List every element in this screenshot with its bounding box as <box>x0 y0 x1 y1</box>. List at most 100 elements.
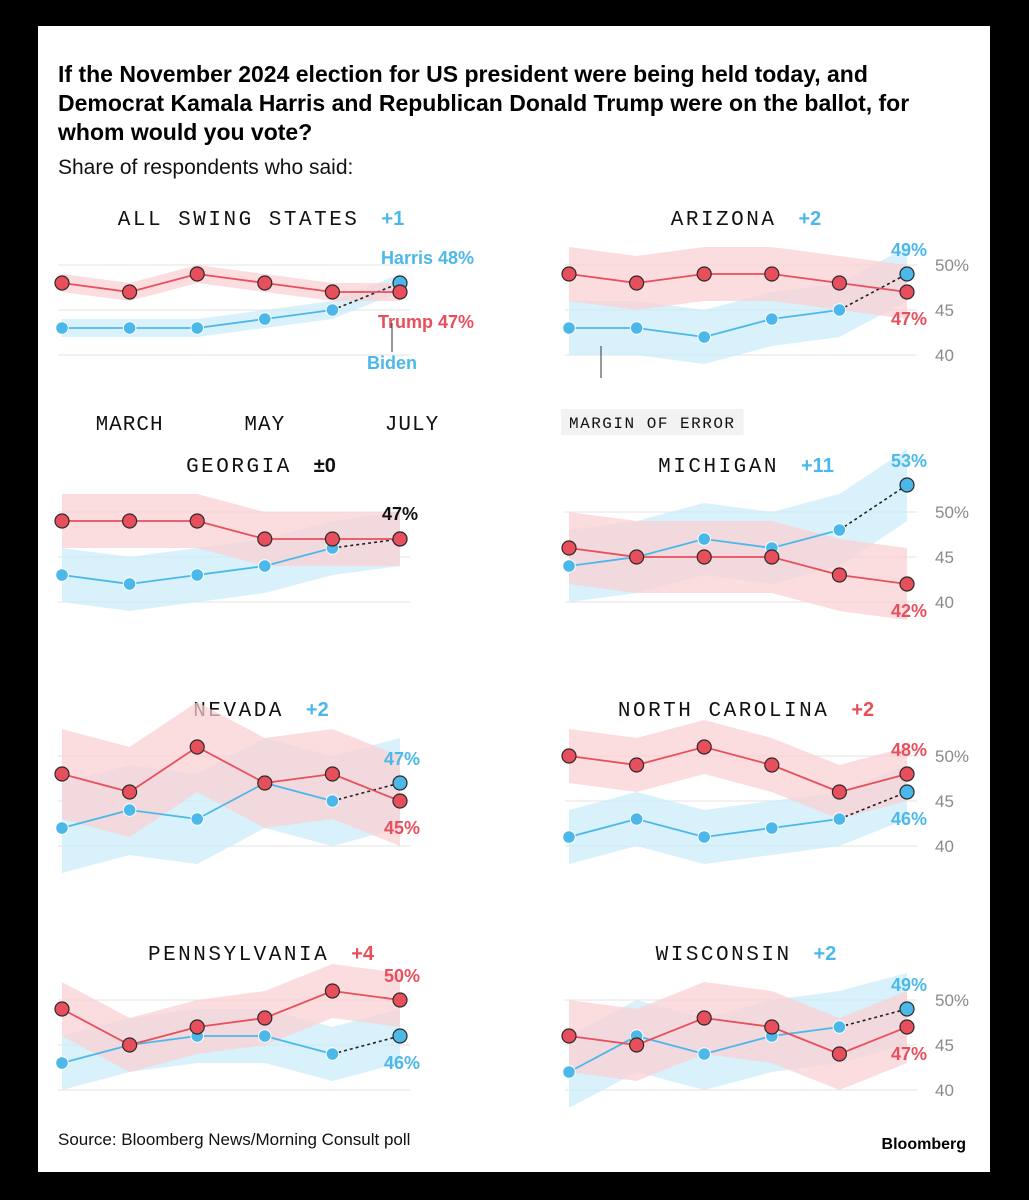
y-tick-label: 40 <box>935 346 954 365</box>
trump-end-label: Trump 47% <box>378 312 474 332</box>
trump-point <box>831 275 847 291</box>
harris-point <box>697 1047 711 1061</box>
y-tick-label: 45 <box>935 301 954 320</box>
biden-annotation: Biden <box>367 353 417 373</box>
trump-point <box>696 1010 712 1026</box>
panel-title: GEORGIA <box>186 456 292 479</box>
y-tick-label: 40 <box>935 1081 954 1100</box>
x-tick-label: MAY <box>244 414 285 437</box>
margin-label: +2 <box>814 943 837 965</box>
panel-title: NORTH CAROLINA <box>618 700 829 723</box>
harris-point <box>562 559 576 573</box>
harris-point <box>697 330 711 344</box>
trump-point <box>121 284 138 300</box>
biden-to-harris-dashed-line <box>332 282 401 311</box>
harris-end-label: 47% <box>384 749 420 769</box>
panel-title: PENNSYLVANIA <box>148 944 329 967</box>
trump-point <box>628 549 645 565</box>
harris-margin-band <box>62 274 400 337</box>
trump-end-label: 47% <box>891 309 927 329</box>
harris-margin-band <box>569 247 907 364</box>
harris-point <box>629 321 644 335</box>
trump-point <box>899 766 915 782</box>
panel-georgia: GEORGIA ±0 47% <box>54 455 418 611</box>
harris-point <box>629 812 644 826</box>
harris-point <box>190 812 204 826</box>
tie-end-label: 47% <box>382 504 418 524</box>
margin-label: +11 <box>801 455 834 477</box>
trump-point <box>628 1037 645 1053</box>
harris-point <box>832 303 847 317</box>
harris-point <box>258 559 272 573</box>
panel-title: ARIZONA <box>671 209 777 232</box>
biden-to-harris-dashed-line <box>839 273 908 311</box>
y-tick-label: 50% <box>935 503 969 522</box>
trump-point <box>257 531 273 547</box>
trump-point <box>54 766 70 782</box>
source-note: Source: Bloomberg News/Morning Consult p… <box>58 1130 411 1149</box>
harris-end-label: 49% <box>891 975 927 995</box>
trump-point <box>189 739 205 755</box>
trump-end-label: 50% <box>384 966 420 986</box>
biden-to-harris-dashed-line <box>838 484 908 531</box>
harris-point <box>765 821 779 835</box>
panel-arizona: 50% 45 40 ARIZONA +2 49% 47% MARGIN OF ERROR <box>561 208 969 435</box>
trump-line-end <box>839 773 908 793</box>
trump-point <box>54 1001 70 1017</box>
harris-point <box>832 1020 847 1034</box>
trump-point <box>831 1046 847 1062</box>
chart-subtitle: Share of respondents who said: <box>58 156 354 179</box>
harris-point <box>697 532 711 546</box>
y-tick-label: 50% <box>935 991 969 1010</box>
harris-point <box>55 321 69 335</box>
harris-point <box>190 321 204 335</box>
trump-point <box>561 1028 577 1044</box>
trump-point <box>189 1019 205 1035</box>
harris-point <box>122 321 137 335</box>
small-multiples-charts: ALL SWING STATES +1 Harris 48% Trump 47% MAR… <box>54 208 969 1108</box>
trump-point <box>54 275 70 291</box>
panel-title: MICHIGAN <box>658 456 779 479</box>
trump-point <box>392 992 408 1008</box>
panel-title: ALL SWING STATES <box>118 209 360 232</box>
trump-point <box>561 540 577 556</box>
panel-all-swing-states: ALL SWING STATES +1 Harris 48% Trump 47% MAR… <box>54 208 474 437</box>
chart-title: If the November 2024 election for US pre… <box>58 61 910 145</box>
harris-point <box>899 266 915 282</box>
bloomberg-logo: Bloomberg <box>881 1136 966 1153</box>
trump-point <box>899 576 915 592</box>
panel-north-carolina: 50% 45 40 NORTH CAROLINA +2 46% 48% <box>561 699 969 864</box>
trump-point <box>696 266 712 282</box>
trump-margin-band <box>62 964 400 1072</box>
harris-point <box>258 312 272 326</box>
margin-label: +2 <box>798 208 821 230</box>
harris-point <box>55 821 69 835</box>
harris-point <box>697 830 711 844</box>
trump-point <box>121 1037 138 1053</box>
trump-end-label: 47% <box>891 1044 927 1064</box>
harris-end-label: 53% <box>891 451 927 471</box>
margin-label: +1 <box>381 208 404 230</box>
panel-wisconsin: 50% 45 40 WISCONSIN +2 49% 47% <box>561 943 969 1108</box>
trump-point <box>561 748 577 764</box>
y-tick-label: 40 <box>935 593 954 612</box>
trump-margin-band <box>569 247 907 319</box>
biden-to-harris-dashed-line <box>839 791 908 820</box>
x-tick-label: MARCH <box>96 414 164 437</box>
panel-title: WISCONSIN <box>656 944 792 967</box>
margin-label: +2 <box>306 699 329 721</box>
harris-point <box>55 568 69 582</box>
trump-point <box>696 549 712 565</box>
harris-point <box>325 794 340 808</box>
margin-label: +2 <box>851 699 874 721</box>
y-tick-label: 45 <box>935 792 954 811</box>
y-tick-label: 45 <box>935 548 954 567</box>
trump-point <box>189 513 205 529</box>
trump-margin-band <box>569 512 907 620</box>
harris-point <box>55 1056 69 1070</box>
trump-point <box>324 766 340 782</box>
trump-line-end <box>332 773 401 802</box>
panel-michigan: 50% 45 40 MICHIGAN +11 53% 42% <box>561 449 969 621</box>
trump-point <box>257 275 273 291</box>
harris-point <box>325 1047 340 1061</box>
